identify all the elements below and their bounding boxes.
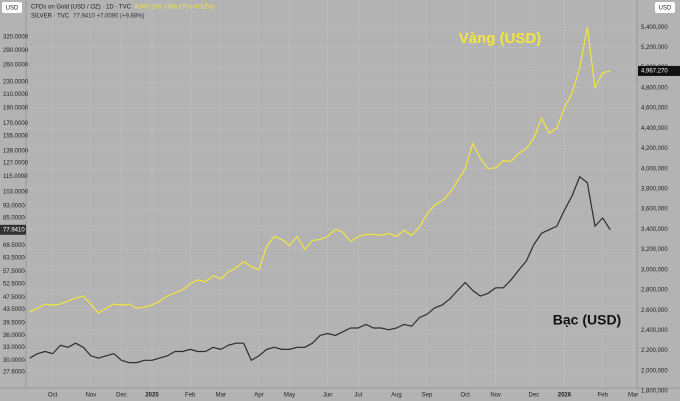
y-tick-label: 139.0000 [3, 148, 29, 154]
x-tick-label: Jun [323, 393, 333, 399]
y2-tick-label: 5,400,000 [641, 25, 668, 31]
y2-tick-label: 3,400,000 [641, 227, 668, 233]
y2-tick-label: 1,800,000 [641, 389, 668, 395]
y2-tick-label: 3,600,000 [641, 207, 668, 213]
y-tick-label: 33.0000 [3, 345, 25, 351]
y-tick-label: 30.0000 [3, 358, 25, 364]
x-tick-label: Apr [254, 393, 263, 399]
y-tick-label: 260.0000 [3, 63, 29, 69]
y-tick-label: 39.5000 [3, 320, 25, 326]
y2-tick-label: 4,600,000 [641, 106, 668, 112]
unit-box [2, 2, 22, 13]
legend-quote: 4,967.270 +390.270 (+8.52%) [135, 5, 215, 11]
y2-tick-label: 2,600,000 [641, 308, 668, 314]
y-tick-label: 210.0000 [3, 92, 29, 98]
series-line [29, 26, 611, 314]
y-tick-label: 170.0000 [3, 121, 29, 127]
y-tick-label: 320.0000 [3, 34, 29, 40]
y-tick-label: 85.0000 [3, 216, 25, 222]
y2-tick-label: 3,200,000 [641, 247, 668, 253]
last-value-box [0, 224, 26, 235]
y2-tick-label: 5,200,000 [641, 45, 668, 51]
y-tick-label: 93.0000 [3, 203, 25, 209]
x-tick-label: Oct [460, 393, 470, 399]
x-tick-label: Aug [391, 393, 402, 399]
y-tick-label: 103.0000 [3, 189, 29, 195]
y-tick-label: 190.0000 [3, 106, 29, 112]
x-tick-label: Mar [628, 393, 638, 399]
x-tick-label: 2025 [145, 393, 159, 399]
y-tick-label: 230.0000 [3, 79, 29, 85]
last-value-label: 4,967.270 [641, 69, 668, 75]
y2-tick-label: 4,000,000 [641, 166, 668, 172]
y-tick-label: 57.5000 [3, 269, 25, 275]
y-tick-label: 290.0000 [3, 48, 29, 54]
last-value-box [638, 65, 680, 76]
x-tick-label: Sep [422, 393, 433, 399]
x-tick-label: Mar [216, 393, 226, 399]
legend-name: CFDs on Gold (USD / OZ) · 1D · TVC [31, 5, 132, 11]
y-tick-label: 69.5000 [3, 243, 25, 249]
x-tick-label: Nov [86, 393, 97, 399]
x-tick-label: Dec [116, 393, 127, 399]
x-tick-label: Jul [354, 393, 362, 399]
x-tick-label: Dec [529, 393, 540, 399]
y2-tick-label: 2,400,000 [641, 328, 668, 334]
y2-tick-label: 2,000,000 [641, 368, 668, 374]
y-tick-label: 155.0000 [3, 133, 29, 139]
x-tick-label: Nov [490, 393, 501, 399]
y-tick-label: 127.0000 [3, 161, 29, 167]
x-tick-label: 2026 [558, 393, 572, 399]
x-tick-label: May [284, 393, 295, 399]
y2-tick-label: 4,400,000 [641, 126, 668, 132]
y2-tick-label: 2,200,000 [641, 348, 668, 354]
x-tick-label: Feb [185, 393, 196, 399]
y2-tick-label: 3,000,000 [641, 267, 668, 273]
y-tick-label: 43.5000 [3, 307, 25, 313]
y2-tick-label: 3,800,000 [641, 186, 668, 192]
annotation: Vàng (USD) [459, 30, 542, 47]
series-line [29, 176, 611, 364]
legend-quote: 77.9410 +7.0090 (+9.88%) [73, 14, 144, 20]
annotation: Bạc (USD) [553, 312, 621, 328]
y2-tick-label: 4,800,000 [641, 85, 668, 91]
legend-name: SILVER · TVC [31, 14, 70, 20]
y-tick-label: 115.0000 [3, 174, 28, 180]
x-tick-label: Oct [48, 393, 58, 399]
y2-tick-label: 4,200,000 [641, 146, 668, 152]
y-tick-label: 47.5000 [3, 295, 25, 301]
unit-box [655, 2, 675, 13]
y2-tick-label: 2,800,000 [641, 288, 668, 294]
y-unit: USD [6, 6, 19, 12]
y-tick-label: 52.5000 [3, 281, 25, 287]
x-tick-label: Feb [597, 393, 608, 399]
y-tick-label: 36.0000 [3, 333, 25, 339]
y2-unit: USD [659, 6, 672, 12]
y-tick-label: 27.6000 [3, 369, 25, 375]
last-value-label: 77.9410 [3, 227, 25, 233]
y-tick-label: 63.5000 [3, 255, 25, 261]
